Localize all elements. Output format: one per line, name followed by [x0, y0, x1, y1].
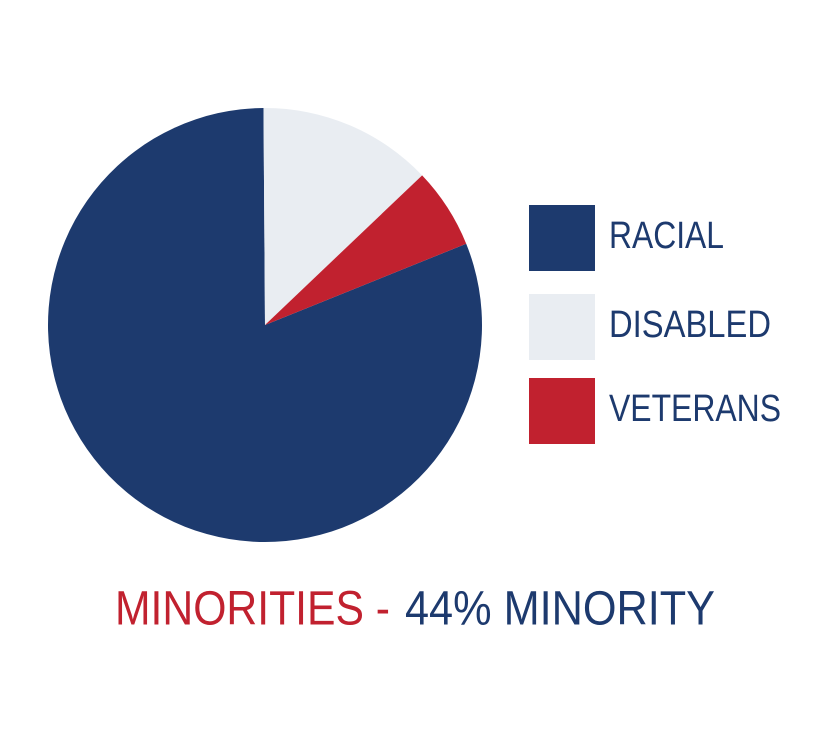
pie-slice: [263, 107, 423, 325]
chart-title-part: MINORITIES -: [115, 583, 390, 636]
chart-title-part: 44% MINORITY: [405, 583, 715, 636]
legend-label: RACIAL: [609, 215, 724, 257]
pie-slice: [265, 175, 467, 325]
legend-label: DISABLED: [609, 304, 771, 346]
legend-swatch: [529, 205, 595, 271]
legend-label: VETERANS: [609, 388, 781, 430]
pie-slice: [47, 108, 482, 543]
legend-swatch: [529, 294, 595, 360]
legend-swatch: [529, 378, 595, 444]
